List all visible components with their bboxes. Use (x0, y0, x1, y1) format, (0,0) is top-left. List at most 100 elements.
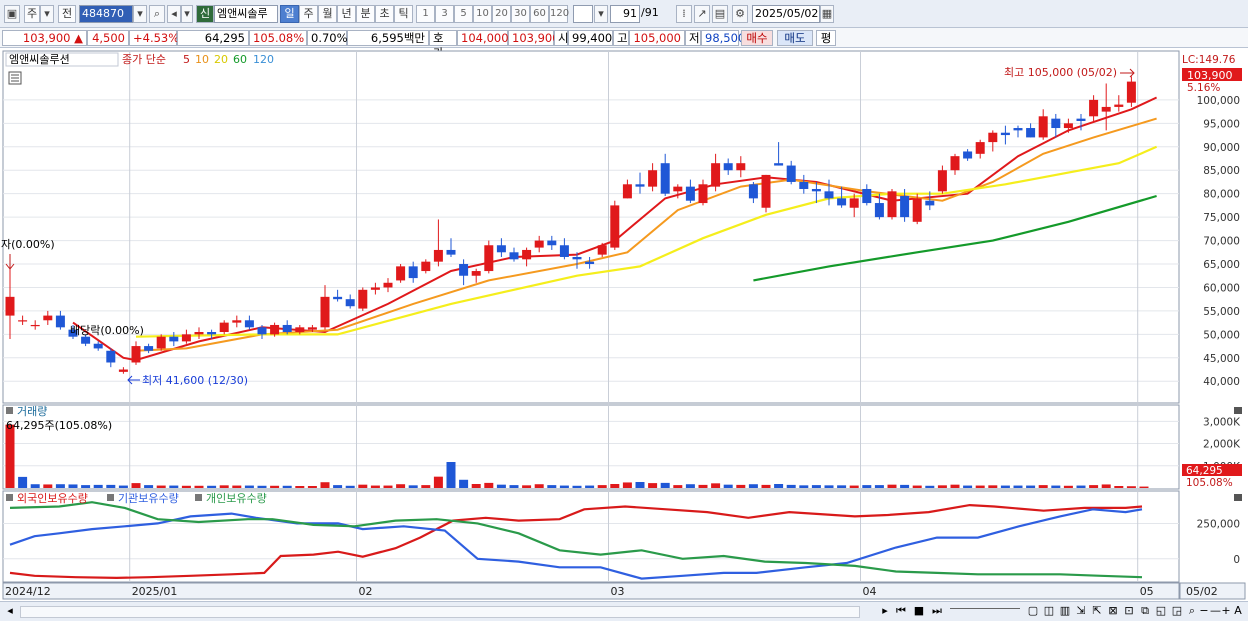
candle-body (320, 296, 330, 328)
period-tab-1[interactable]: 주 (299, 5, 318, 23)
sell-button[interactable]: 매도 (777, 30, 813, 46)
volume-close-icon[interactable] (1234, 407, 1242, 414)
volume-bar (320, 482, 330, 488)
volume-bar (711, 483, 721, 488)
volume-bar (131, 483, 141, 488)
interval-tab-10[interactable]: 10 (473, 5, 492, 23)
draw-tool-7-icon[interactable]: ◲ (1171, 604, 1183, 617)
candles (5, 76, 1136, 374)
text-icon[interactable]: A (1234, 604, 1242, 617)
low-label: 저 (685, 30, 701, 46)
stock-name-field[interactable]: 엠앤씨솔루 (214, 5, 278, 23)
price-tick-label: 50,000 (1203, 329, 1240, 341)
volume-bar (1126, 486, 1136, 488)
volume-bar (307, 486, 317, 488)
zoom-in-icon[interactable]: + (1221, 604, 1231, 617)
interval-tab-20[interactable]: 20 (492, 5, 511, 23)
volume-bar (597, 485, 607, 488)
window-icon[interactable]: ▣ (4, 5, 20, 23)
scope-button[interactable]: 전 (58, 5, 76, 23)
calendar-icon[interactable]: ▦ (820, 5, 834, 23)
count-input[interactable]: 91 (610, 5, 640, 23)
dividend-annotation: 배당락(0.00%) (70, 324, 144, 337)
draw-tool-3-icon[interactable]: ⊠ (1108, 604, 1118, 617)
grid-icon[interactable]: ⁞ (676, 5, 692, 23)
save-icon[interactable]: ▤ (712, 5, 728, 23)
candle-body (30, 324, 40, 327)
scroll-right-icon[interactable]: ▸ (882, 604, 888, 617)
candle-body (1000, 132, 1010, 136)
draw-icon[interactable]: ↗ (694, 5, 710, 23)
stop-icon[interactable]: ■ (913, 604, 925, 617)
draw-tool-4-icon[interactable]: ⊡ (1124, 604, 1134, 617)
candle-body (862, 188, 872, 204)
volume-bar (912, 485, 922, 488)
holding-line-0 (9, 503, 1143, 580)
volume-bar (118, 485, 128, 488)
volume-bar (723, 484, 733, 488)
interval-tab-30[interactable]: 30 (511, 5, 530, 23)
interval-dropdown-icon[interactable]: ▾ (594, 5, 608, 23)
interval-input[interactable] (573, 5, 593, 23)
interval-tab-60[interactable]: 60 (530, 5, 549, 23)
period-tab-4[interactable]: 분 (356, 5, 375, 23)
candle-body (383, 282, 393, 288)
quote-bar: 103,900 ▲ 4,500 +4.53% 64,295 105.08% 0.… (0, 28, 1248, 60)
zoom-out-icon[interactable]: − (1199, 604, 1209, 617)
draw-tool-6-icon[interactable]: ◱ (1155, 604, 1167, 617)
x-tick-label: 03 (611, 585, 625, 598)
period-tab-2[interactable]: 월 (318, 5, 337, 23)
candle-body (610, 205, 620, 248)
period-tab-6[interactable]: 틱 (394, 5, 413, 23)
candle-body (471, 271, 481, 276)
volume-panel-frame (2, 404, 1180, 490)
volume-bar (232, 485, 242, 488)
candle-body (786, 165, 796, 182)
volume-tick-label: 3,000K (1203, 416, 1241, 428)
candle-body (534, 240, 544, 248)
code-dropdown-icon[interactable]: ▾ (133, 5, 147, 23)
price-tick-label: 40,000 (1203, 376, 1240, 388)
buy-button[interactable]: 매수 (741, 30, 773, 46)
zoom-icon[interactable]: ⌕ (1188, 604, 1196, 617)
gear-icon[interactable]: ⚙ (732, 5, 748, 23)
layout-3-icon[interactable]: ▥ (1059, 604, 1071, 617)
scroll-left-icon[interactable]: ◂ (7, 604, 13, 617)
stock-title-box (5, 52, 119, 67)
interval-tab-120[interactable]: 120 (549, 5, 569, 23)
market-dropdown-icon[interactable]: ▾ (40, 5, 54, 23)
draw-tool-2-icon[interactable]: ⇱ (1092, 604, 1102, 617)
draw-tool-1-icon[interactable]: ⇲ (1076, 604, 1086, 617)
layout-1-icon[interactable]: ▢ (1027, 604, 1039, 617)
market-select[interactable]: 주 (24, 5, 40, 23)
interval-tab-5[interactable]: 5 (454, 5, 473, 23)
period-tab-3[interactable]: 년 (337, 5, 356, 23)
candle-body (446, 249, 456, 255)
interval-tab-1[interactable]: 1 (416, 5, 435, 23)
volume-bar (585, 485, 595, 488)
date-input[interactable]: 2025/05/02 (752, 5, 820, 23)
holding-close-icon[interactable] (1234, 494, 1242, 501)
search-icon[interactable]: ⌕ (149, 5, 165, 23)
line-icon[interactable]: — (1210, 604, 1221, 617)
volume-bar (207, 485, 217, 488)
forward-icon[interactable]: ⏭ (932, 604, 942, 617)
zoom-slider[interactable] (950, 608, 1020, 616)
volume-bar (257, 485, 267, 488)
period-tab-5[interactable]: 초 (375, 5, 394, 23)
period-tab-0[interactable]: 일 (280, 5, 299, 23)
interval-tab-3[interactable]: 3 (435, 5, 454, 23)
draw-tool-5-icon[interactable]: ⧉ (1141, 604, 1149, 617)
speaker-icon[interactable]: ◂ (167, 5, 181, 23)
layout-2-icon[interactable]: ◫ (1043, 604, 1055, 617)
horizontal-scrollbar[interactable] (20, 606, 860, 618)
eval-button[interactable]: 평 (816, 30, 836, 46)
calculator-icon-lines (11, 74, 19, 82)
speaker-dropdown-icon[interactable]: ▾ (181, 5, 193, 23)
code-input[interactable]: 484870 (79, 5, 133, 23)
chart-svg[interactable]: 40,000 45,000 50,000 55,000 60,000 65,000 70,0… (0, 48, 1248, 601)
rewind-icon[interactable]: ⏮ (896, 604, 906, 617)
volume-bar (1101, 484, 1111, 488)
candle-body (43, 315, 53, 321)
